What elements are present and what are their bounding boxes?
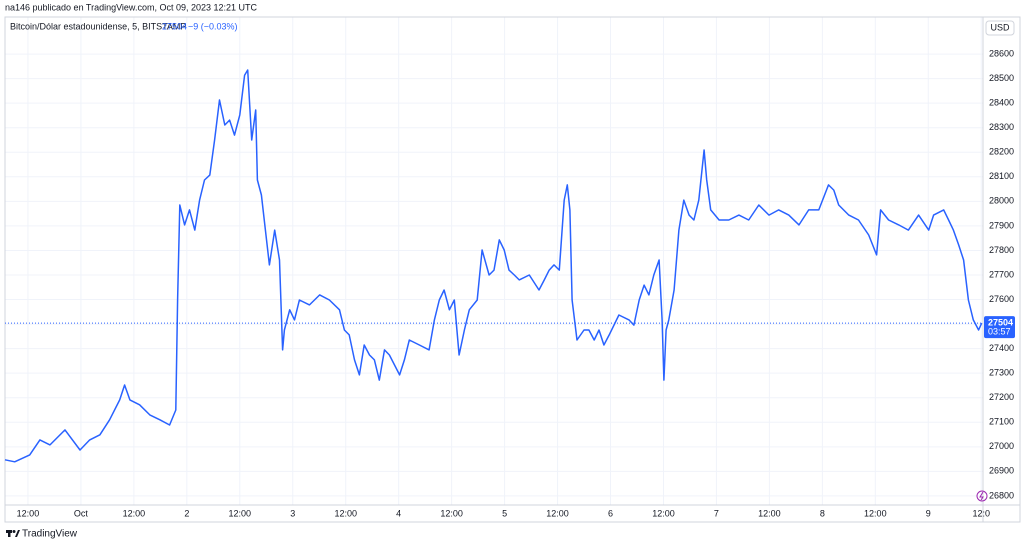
grid [5,17,983,505]
currency-button[interactable] [985,20,1015,36]
x-tick-label: 12:00 [758,508,781,518]
price-line [4,69,983,463]
x-tick-label: 5 [502,508,507,518]
logo-part [12,530,16,533]
last-price-label: 27504 [988,317,1013,327]
y-tick-label: 27800 [989,245,1014,255]
y-tick-label: 27100 [989,417,1014,427]
legend-change: −9 (−0.03%) [188,21,238,31]
x-tick-label: 12:00 [546,508,569,518]
y-tick-label: 28000 [989,196,1014,206]
y-tick-label: 27400 [989,343,1014,353]
y-tick-label: 28400 [989,98,1014,108]
legend-price: 27504 [162,21,187,31]
x-tick-label: 2 [184,508,189,518]
y-tick-label: 27600 [989,294,1014,304]
y-tick-label: 27200 [989,392,1014,402]
y-tick-label: 28100 [989,171,1014,181]
x-tick-label: 9 [926,508,931,518]
y-tick-label: 27700 [989,269,1014,279]
currency-label: USD [990,22,1010,32]
y-tick-label: 28600 [989,48,1014,58]
last-price-box [984,316,1015,339]
x-tick-label: 3 [290,508,295,518]
y-tick-label: 27900 [989,220,1014,230]
y-tick-label: 27300 [989,368,1014,378]
x-tick-label: 8 [820,508,825,518]
y-tick-label: 27000 [989,441,1014,451]
x-tick-label: 12:00 [334,508,357,518]
x-tick-label: Oct [74,508,89,518]
x-tick-label: 12:00 [652,508,675,518]
x-tick-label: 12:00 [229,508,252,518]
event-icon-bolt [979,491,984,501]
brand-logo [6,530,20,537]
logo-part [15,530,20,537]
x-tick-label: 7 [714,508,719,518]
x-tick-label: 12:00 [440,508,463,518]
chart-frame [4,16,1021,523]
countdown-label: 03:57 [988,326,1011,336]
y-tick-label: 28500 [989,73,1014,83]
y-tick-label: 28200 [989,147,1014,157]
x-tick-label: 12:00 [17,508,40,518]
publisher-line: na146 publicado en TradingView.com, Oct … [5,2,257,12]
y-tick-label: 26800 [989,490,1014,500]
y-tick-label: 28300 [989,122,1014,132]
symbol-label: Bitcoin/Dólar estadounidense, 5, BITSTAM… [10,21,186,31]
y-tick-label: 26900 [989,466,1014,476]
x-tick-label: 4 [396,508,401,518]
x-tick-label: 12:0 [972,508,990,518]
x-tick-label: 6 [608,508,613,518]
event-icon[interactable] [976,490,988,502]
brand-name: TradingView [22,529,78,540]
x-tick-label: 12:00 [864,508,887,518]
x-tick-label: 12:00 [123,508,146,518]
logo-part [8,530,11,537]
